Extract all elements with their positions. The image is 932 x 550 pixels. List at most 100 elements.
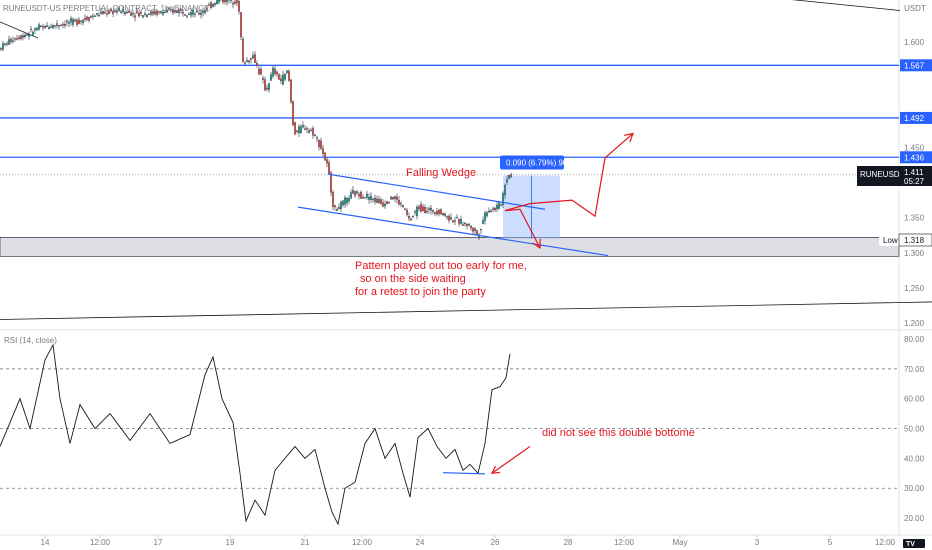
candle-body [340, 201, 342, 209]
candle-body [480, 228, 482, 231]
candle-body [432, 209, 434, 212]
projection-down-path[interactable] [504, 208, 541, 249]
candle-body [210, 2, 212, 8]
candle-body [140, 11, 142, 14]
rsi-pane[interactable] [0, 330, 899, 535]
rsi-line[interactable] [0, 343, 511, 526]
candle-body [56, 23, 58, 26]
time-tick-label: 21 [301, 538, 310, 547]
candle-body [234, 1, 236, 4]
candle-body [484, 212, 486, 221]
candle-body [456, 217, 458, 219]
candle-body [372, 198, 374, 200]
low-tag-label: Low [883, 236, 898, 245]
candle-body [206, 8, 208, 10]
svg-text:TV: TV [906, 541, 915, 548]
candle-body [410, 219, 412, 221]
candle-body [472, 227, 474, 232]
price-axis[interactable]: 1.600 1.450 1.350 1.300 1.250 1.200 [904, 38, 925, 328]
candle-body [32, 31, 34, 35]
candle-body [226, 0, 228, 3]
note-line-1: Pattern played out too early for me, [355, 260, 527, 272]
candlesticks[interactable] [0, 0, 512, 240]
candle-body [172, 9, 174, 13]
candle-body [416, 206, 418, 217]
candle-body [22, 35, 24, 38]
candle-body [252, 55, 254, 59]
projection-up-path[interactable] [504, 132, 634, 218]
candle-body [240, 12, 242, 38]
candle-body [126, 11, 128, 14]
candle-body [346, 197, 348, 204]
rsi-arrowhead [490, 465, 501, 475]
candle-body [284, 73, 286, 80]
candle-body [164, 11, 166, 14]
rsi-tick-label: 40.00 [904, 454, 925, 463]
small-trend-line[interactable] [0, 21, 39, 39]
time-axis[interactable]: 14 12:00 17 19 21 12:00 24 26 28 12:00 May 3 5 12:00 [41, 535, 896, 547]
candle-body [96, 13, 98, 15]
candle-body [10, 38, 12, 42]
candle-body [104, 12, 106, 14]
candle-body [292, 101, 294, 125]
rsi-arrow[interactable] [491, 445, 531, 474]
candle-body [386, 201, 388, 204]
candle-body [420, 204, 422, 212]
candle-body [218, 0, 220, 3]
horizontal-levels[interactable]: 1.567 1.492 1.436 [0, 59, 932, 164]
candle-body [486, 212, 488, 216]
candle-body [268, 83, 270, 90]
candle-body [242, 39, 244, 63]
measure-label: 0.090 (6.79%) 90 [506, 159, 568, 168]
candle-body [276, 71, 278, 75]
candle-body [270, 74, 272, 81]
rsi-axis[interactable]: 80.00 70.00 60.00 50.00 40.00 30.00 20.00 [904, 335, 925, 523]
wedge-upper-line[interactable] [327, 173, 546, 210]
candle-body [40, 26, 42, 28]
candle-body [16, 38, 18, 40]
candle-body [430, 207, 432, 211]
candle-body [160, 11, 162, 13]
candle-body [424, 207, 426, 214]
candle-body [464, 222, 466, 225]
candle-body [236, 0, 238, 3]
candle-body [288, 71, 290, 81]
time-tick-label: 14 [41, 538, 50, 547]
time-tick-label: 26 [491, 538, 500, 547]
candle-body [406, 209, 408, 215]
candle-body [392, 197, 394, 200]
rsi-tick-label: 80.00 [904, 335, 925, 344]
candle-body [436, 211, 438, 215]
candle-body [162, 12, 164, 15]
candle-body [222, 0, 224, 3]
candle-body [68, 22, 70, 24]
support-zone[interactable] [0, 237, 900, 257]
candle-body [274, 68, 276, 74]
candle-body [154, 11, 156, 15]
candle-body [328, 162, 330, 174]
candle-body [426, 210, 428, 213]
low-tag-value-bg [898, 233, 932, 247]
rsi-tick-label: 30.00 [904, 484, 925, 493]
candle-body [188, 13, 190, 15]
price-pane[interactable] [0, 0, 899, 330]
candle-body [332, 192, 334, 207]
candle-body [2, 43, 4, 50]
candle-body [446, 216, 448, 218]
wedge-lower-line[interactable] [297, 206, 609, 257]
level-tag-bg [900, 111, 932, 124]
candle-body [490, 210, 492, 212]
top-trend-line[interactable] [740, 0, 901, 11]
rsi-tick-label: 50.00 [904, 425, 925, 434]
candle-body [182, 12, 184, 14]
candle-body [348, 198, 350, 202]
long-trend-line[interactable] [0, 301, 932, 320]
candle-body [0, 47, 2, 50]
candle-body [246, 60, 248, 62]
candle-body [390, 196, 392, 200]
candle-body [494, 207, 496, 211]
double-bottom-line[interactable] [442, 472, 486, 475]
candle-body [366, 194, 368, 198]
candle-body [190, 12, 192, 16]
